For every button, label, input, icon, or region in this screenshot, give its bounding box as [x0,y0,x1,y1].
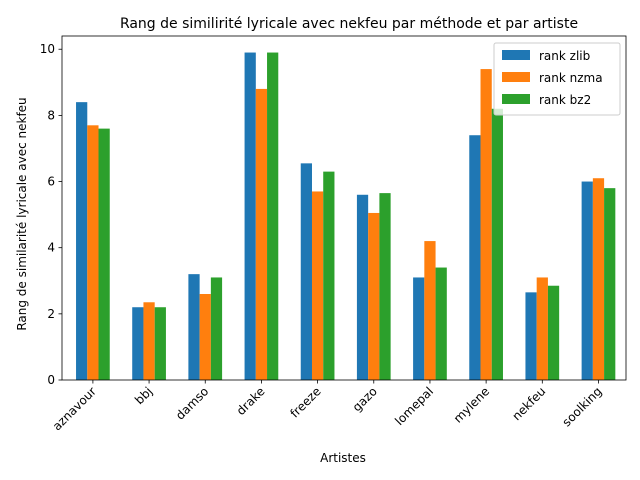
axes-frame [61,35,627,381]
x-axis-label: Artistes [320,451,366,465]
legend-swatch-rank-zlib [502,50,530,60]
chart-title: Rang de similirité lyricale avec nekfeu … [120,16,578,32]
bar-lomepal-rank-zlib [413,277,425,380]
legend-swatch-rank-bz2 [502,94,530,104]
bar-aznavour-rank-bz2 [98,128,110,380]
legend: rank zlib rank nzma rank bz2 [493,42,621,116]
bar-gazo-rank-bz2 [379,193,391,380]
bar-soolking-rank-nzma [592,178,605,380]
bar-freeze-rank-nzma [311,191,324,380]
legend-label-rank-bz2: rank bz2 [539,93,591,107]
y-axis: 0 2 4 6 8 10 [40,42,62,387]
bar-damso-rank-bz2 [210,277,223,380]
y-tick-label: 6 [47,175,55,189]
y-axis-label: Rang de similarité lyricale avec nekfeu [15,97,29,330]
y-tick-label: 2 [47,307,55,321]
bar-nekfeu-rank-bz2 [547,285,560,380]
bar-damso-rank-zlib [188,274,200,380]
bar-nekfeu-rank-zlib [525,292,537,380]
legend-label-rank-nzma: rank nzma [539,71,603,85]
legend-label-rank-zlib: rank zlib [539,49,590,63]
bar-mylene-rank-bz2 [491,108,503,381]
bar-bbj-rank-nzma [143,302,155,380]
bar-mylene-rank-zlib [469,135,481,380]
y-tick-label: 0 [47,373,55,387]
bar-drake-rank-nzma [255,88,268,381]
bar-lomepal-rank-bz2 [435,267,447,380]
y-tick-label: 8 [47,108,55,122]
bar-drake-rank-bz2 [267,52,279,380]
bar-soolking-rank-bz2 [604,188,616,380]
legend-swatch-rank-nzma [502,72,530,82]
plot-area [61,35,627,381]
bar-damso-rank-nzma [199,294,211,380]
bar-bbj-rank-bz2 [154,307,166,380]
bar-freeze-rank-zlib [300,163,312,380]
bar-gazo-rank-nzma [368,212,380,380]
y-tick-label: 4 [47,241,55,255]
bar-lomepal-rank-nzma [424,241,436,380]
bar-drake-rank-zlib [244,52,256,380]
bar-freeze-rank-bz2 [323,171,335,380]
bar-nekfeu-rank-nzma [536,277,548,380]
y-tick-label: 10 [40,42,55,56]
bar-gazo-rank-zlib [356,194,369,380]
bar-aznavour-rank-nzma [87,125,99,380]
bar-bbj-rank-zlib [132,307,144,380]
bar-aznavour-rank-zlib [76,102,88,381]
bar-mylene-rank-nzma [480,69,492,380]
bar-soolking-rank-zlib [581,181,593,380]
